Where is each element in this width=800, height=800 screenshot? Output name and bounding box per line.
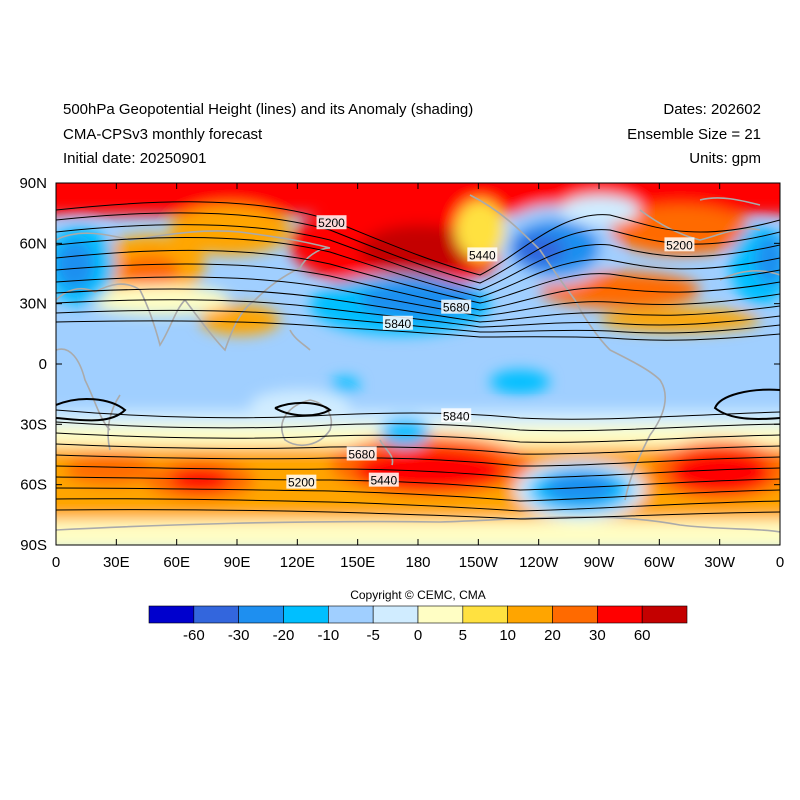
colorbar-label: -20 bbox=[273, 627, 295, 644]
colorbar-label: -60 bbox=[183, 627, 205, 644]
lon-label: 0 bbox=[776, 554, 784, 571]
contour-label-bg bbox=[286, 474, 317, 489]
colorbar-label: 60 bbox=[634, 627, 651, 644]
colorbar-swatch bbox=[148, 605, 195, 624]
contour-label-bg bbox=[467, 247, 498, 262]
lon-label: 0 bbox=[52, 554, 60, 571]
colorbar-label: 30 bbox=[589, 627, 606, 644]
lon-label: 60E bbox=[163, 554, 190, 571]
contour-label: 5840 bbox=[385, 317, 412, 331]
copyright-notice: Copyright © CEMC, CMA bbox=[350, 588, 486, 602]
ensemble-size: Ensemble Size = 21 bbox=[627, 126, 761, 143]
colorbar-swatch bbox=[328, 605, 374, 624]
contour-labels: 5200 5440 5680 5840 5200 5840 5680 5440 5200 bbox=[286, 215, 695, 490]
contour-label-bg bbox=[316, 215, 347, 230]
contour-label: 5680 bbox=[443, 301, 470, 315]
lon-label: 150E bbox=[340, 554, 375, 571]
contour-label: 5200 bbox=[318, 216, 345, 230]
contour-label-bg bbox=[441, 408, 472, 423]
contour-label: 5840 bbox=[443, 409, 470, 423]
contour-label: 5680 bbox=[348, 448, 375, 462]
colorbar-label: -10 bbox=[317, 627, 339, 644]
colorbar-label: -5 bbox=[366, 627, 379, 644]
colorbar-label: 5 bbox=[459, 627, 467, 644]
units-label: Units: gpm bbox=[689, 150, 761, 167]
contour-label-bg bbox=[664, 237, 695, 252]
lon-label: 90W bbox=[584, 554, 616, 571]
axis-ticks bbox=[55, 182, 781, 546]
lon-label: 120E bbox=[280, 554, 315, 571]
colorbar-swatch bbox=[462, 605, 508, 624]
lon-label: 120W bbox=[519, 554, 559, 571]
contour-label-bg bbox=[441, 299, 472, 314]
colorbar-swatch bbox=[283, 605, 329, 624]
contour-label: 5440 bbox=[370, 474, 397, 488]
colorbar-swatch bbox=[417, 605, 464, 624]
longitude-labels: 0 30E 60E 90E 120E 150E 180 150W 120W 90W 60W 30W 0 bbox=[52, 554, 784, 571]
chart-title: 500hPa Geopotential Height (lines) and i… bbox=[63, 101, 474, 118]
height-contours bbox=[56, 201, 780, 520]
lat-label: 90S bbox=[20, 537, 47, 554]
contour-label-bg bbox=[368, 472, 399, 487]
coastlines bbox=[56, 194, 780, 533]
colorbar: -60 -30 -20 -10 -5 0 5 10 20 30 60 bbox=[148, 605, 688, 644]
lon-label: 150W bbox=[459, 554, 499, 571]
lat-label: 90N bbox=[19, 175, 47, 192]
chart-subtitle: CMA-CPSv3 monthly forecast bbox=[63, 126, 263, 143]
lon-label: 90E bbox=[224, 554, 251, 571]
lat-label: 30S bbox=[20, 416, 47, 433]
contour-label: 5200 bbox=[288, 476, 315, 490]
colorbar-label: 0 bbox=[414, 627, 422, 644]
lat-label: 60N bbox=[19, 235, 47, 252]
colorbar-swatch bbox=[552, 605, 598, 624]
colorbar-swatch bbox=[372, 605, 419, 624]
contour-label: 5440 bbox=[469, 248, 496, 262]
colorbar-label: 10 bbox=[499, 627, 516, 644]
colorbar-swatch bbox=[507, 605, 553, 624]
contour-label: 5200 bbox=[666, 238, 693, 252]
latitude-labels: 90N 60N 30N 0 30S 60S 90S bbox=[19, 175, 47, 554]
colorbar-label: -30 bbox=[228, 627, 250, 644]
lon-label: 30E bbox=[103, 554, 130, 571]
lat-label: 30N bbox=[19, 296, 47, 313]
lat-label: 60S bbox=[20, 477, 47, 494]
initial-date: Initial date: 20250901 bbox=[63, 150, 207, 167]
lon-label: 180 bbox=[405, 554, 430, 571]
contour-label-bg bbox=[382, 315, 413, 330]
colorbar-swatch bbox=[641, 605, 688, 624]
colorbar-label: 20 bbox=[544, 627, 561, 644]
contour-label-bg bbox=[346, 446, 377, 461]
colorbar-swatch bbox=[238, 605, 284, 624]
colorbar-swatch bbox=[597, 605, 643, 624]
dates-label: Dates: 202602 bbox=[663, 101, 761, 118]
lat-label: 0 bbox=[39, 356, 47, 373]
lon-label: 60W bbox=[644, 554, 676, 571]
colorbar-swatch bbox=[193, 605, 239, 624]
lon-label: 30W bbox=[704, 554, 736, 571]
